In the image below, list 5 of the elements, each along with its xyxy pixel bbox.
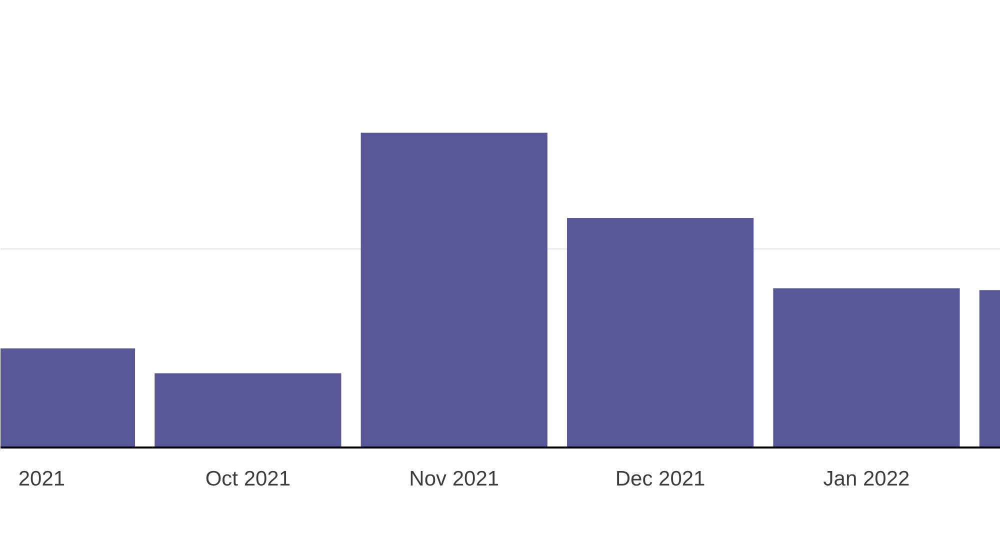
x-tick-label: Jan 2022 — [823, 468, 910, 490]
x-tick-label: 2021 — [18, 468, 66, 490]
x-tick-label: Nov 2021 — [409, 468, 500, 490]
x-tick-label: Dec 2021 — [615, 468, 706, 490]
x-tick-label: Oct 2021 — [205, 468, 291, 490]
